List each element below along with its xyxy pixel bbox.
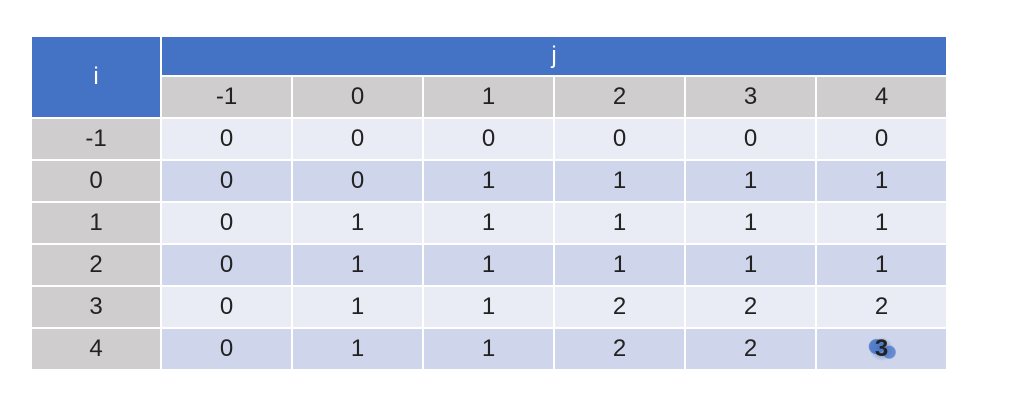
column-label: 4: [817, 77, 946, 117]
table-cell: 1: [293, 287, 422, 327]
table-cell: 1: [817, 245, 946, 285]
table-cell: 1: [293, 203, 422, 243]
table-cell: 0: [162, 329, 291, 369]
table-cell: 1: [686, 161, 815, 201]
row-header: i: [32, 37, 160, 117]
table-cell: 0: [162, 287, 291, 327]
table-cell: 0: [293, 161, 422, 201]
column-label: -1: [162, 77, 291, 117]
table-cell: 0: [162, 245, 291, 285]
row-label: 4: [32, 329, 160, 369]
table-cell: 1: [817, 161, 946, 201]
table-cell: 1: [424, 203, 553, 243]
table-cell: 0: [162, 161, 291, 201]
table-cell: 2: [686, 329, 815, 369]
table-cell: 2: [555, 329, 684, 369]
table-cell: 1: [424, 287, 553, 327]
table-cell: 3: [817, 329, 946, 369]
table-cell: 1: [293, 329, 422, 369]
column-label: 1: [424, 77, 553, 117]
table-cell: 1: [686, 203, 815, 243]
column-header: j: [162, 37, 946, 75]
table-cell: 0: [162, 119, 291, 159]
column-label: 0: [293, 77, 422, 117]
table-cell: 1: [817, 203, 946, 243]
table-cell: 1: [424, 161, 553, 201]
table-cell: 0: [424, 119, 553, 159]
column-label: 3: [686, 77, 815, 117]
table: i j -1 0 1 2 3 4 -1 0 0 0 0 0 0 0 0 0 1 1 1 1 1 0 1 1 1 1 1 2 0 1 1 1 1 1 3 0…: [32, 37, 946, 369]
table-cell: 1: [555, 203, 684, 243]
table-cell: 1: [555, 161, 684, 201]
table-cell: 1: [293, 245, 422, 285]
table-cell: 2: [686, 287, 815, 327]
column-label: 2: [555, 77, 684, 117]
table-cell: 0: [817, 119, 946, 159]
table-cell: 0: [686, 119, 815, 159]
table-cell: 2: [555, 287, 684, 327]
table-cell: 1: [424, 245, 553, 285]
row-label: -1: [32, 119, 160, 159]
row-label: 1: [32, 203, 160, 243]
row-label: 0: [32, 161, 160, 201]
row-label: 3: [32, 287, 160, 327]
table-cell: 1: [424, 329, 553, 369]
table-cell: 2: [817, 287, 946, 327]
table-cell: 0: [293, 119, 422, 159]
table-cell: 1: [555, 245, 684, 285]
table-cell: 1: [686, 245, 815, 285]
row-label: 2: [32, 245, 160, 285]
table-cell: 0: [162, 203, 291, 243]
table-cell: 0: [555, 119, 684, 159]
